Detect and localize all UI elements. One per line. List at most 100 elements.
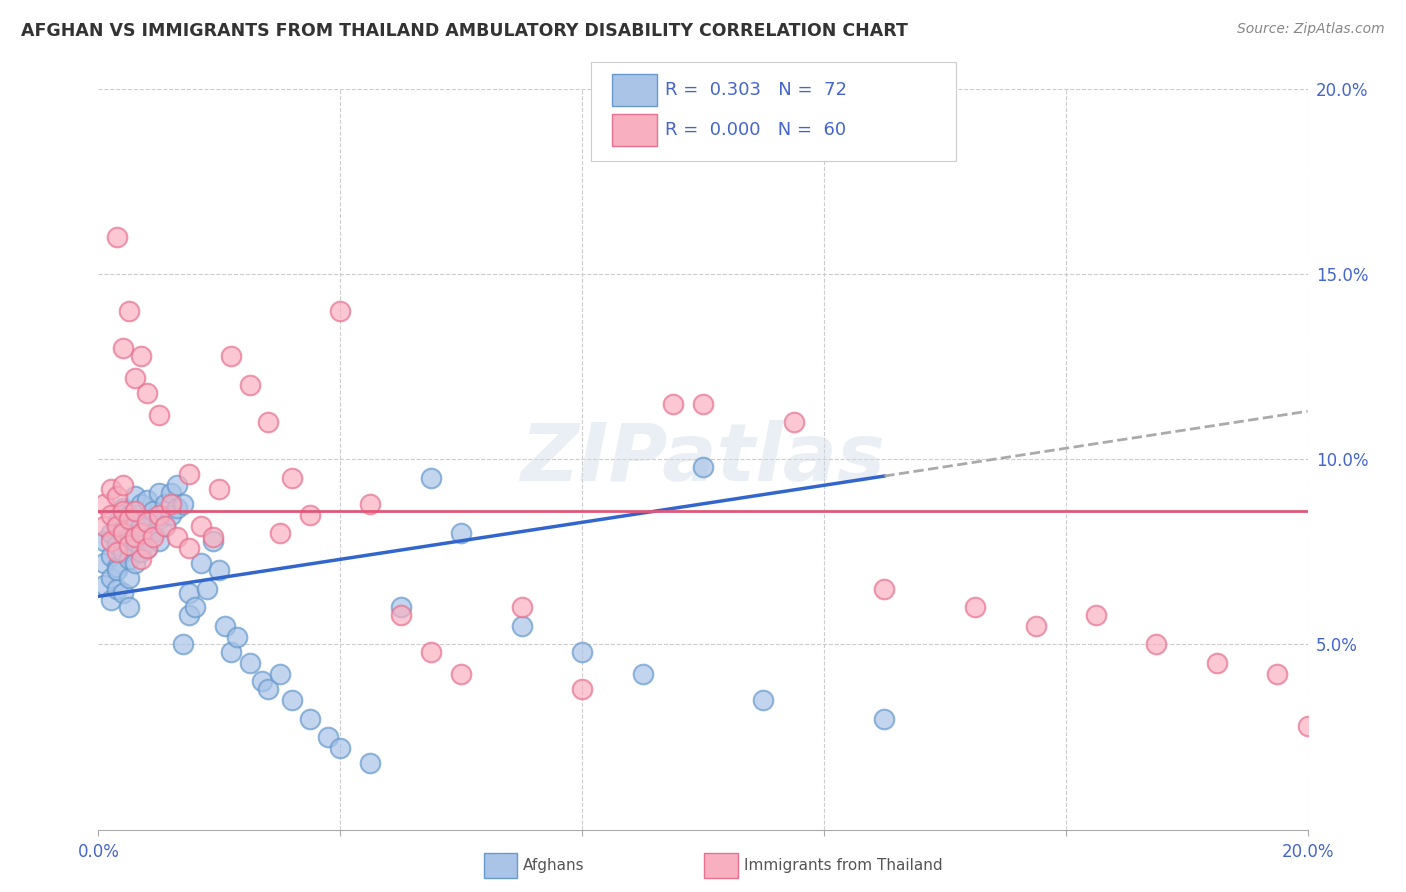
Point bbox=[105, 582, 128, 596]
Point bbox=[166, 530, 188, 544]
Point bbox=[450, 526, 472, 541]
Point bbox=[269, 526, 291, 541]
Point bbox=[129, 497, 152, 511]
Point bbox=[142, 530, 165, 544]
Point bbox=[135, 493, 157, 508]
Point bbox=[256, 415, 278, 429]
Point bbox=[571, 681, 593, 696]
Point bbox=[105, 545, 128, 559]
Point bbox=[190, 556, 212, 570]
Point bbox=[299, 508, 322, 522]
Point bbox=[142, 526, 165, 541]
Text: Afghans: Afghans bbox=[523, 858, 585, 872]
Point bbox=[239, 378, 262, 392]
Point bbox=[148, 511, 170, 525]
Point bbox=[172, 637, 194, 651]
Point bbox=[166, 478, 188, 492]
Point bbox=[148, 508, 170, 522]
Point bbox=[105, 564, 128, 578]
Point bbox=[389, 600, 412, 615]
Point bbox=[1144, 637, 1167, 651]
Point bbox=[135, 541, 157, 556]
Point bbox=[239, 656, 262, 670]
Point bbox=[111, 585, 134, 599]
Text: R =  0.303   N =  72: R = 0.303 N = 72 bbox=[665, 81, 846, 99]
Point bbox=[118, 537, 141, 551]
Point bbox=[118, 552, 141, 566]
Point bbox=[783, 415, 806, 429]
Point bbox=[105, 537, 128, 551]
Point bbox=[111, 500, 134, 515]
Point bbox=[631, 667, 654, 681]
Point bbox=[100, 482, 122, 496]
Point bbox=[269, 667, 291, 681]
Point bbox=[124, 504, 146, 518]
Point bbox=[129, 545, 152, 559]
Point bbox=[111, 341, 134, 355]
Point bbox=[281, 471, 304, 485]
Point bbox=[281, 693, 304, 707]
Point bbox=[153, 519, 176, 533]
Point bbox=[100, 533, 122, 548]
Point bbox=[93, 556, 115, 570]
Point bbox=[316, 730, 339, 744]
Point bbox=[111, 504, 134, 518]
Point bbox=[221, 349, 243, 363]
Point bbox=[148, 533, 170, 548]
Point bbox=[160, 508, 183, 522]
Point bbox=[1206, 656, 1229, 670]
Point bbox=[100, 549, 122, 563]
Point bbox=[1024, 619, 1046, 633]
Point bbox=[873, 712, 896, 726]
Point bbox=[153, 497, 176, 511]
Point bbox=[360, 756, 382, 770]
Point bbox=[100, 593, 122, 607]
Point bbox=[450, 667, 472, 681]
Point bbox=[873, 582, 896, 596]
Point bbox=[118, 600, 141, 615]
Point bbox=[118, 304, 141, 318]
Text: Source: ZipAtlas.com: Source: ZipAtlas.com bbox=[1237, 22, 1385, 37]
Point bbox=[124, 530, 146, 544]
Point bbox=[93, 519, 115, 533]
Point bbox=[135, 541, 157, 556]
Point bbox=[111, 478, 134, 492]
Point bbox=[153, 519, 176, 533]
Point bbox=[124, 533, 146, 548]
Point bbox=[195, 582, 218, 596]
Point bbox=[124, 556, 146, 570]
Point bbox=[111, 545, 134, 559]
Point bbox=[160, 497, 183, 511]
Point bbox=[166, 500, 188, 515]
Point bbox=[105, 230, 128, 244]
Point bbox=[420, 645, 443, 659]
Point bbox=[100, 571, 122, 585]
Point bbox=[179, 607, 201, 622]
Point bbox=[420, 471, 443, 485]
Point bbox=[329, 741, 352, 756]
Point bbox=[129, 349, 152, 363]
Point bbox=[179, 541, 201, 556]
Point bbox=[510, 619, 533, 633]
Point bbox=[250, 674, 273, 689]
Point bbox=[118, 508, 141, 522]
Point bbox=[1085, 607, 1108, 622]
Text: R =  0.000   N =  60: R = 0.000 N = 60 bbox=[665, 121, 846, 139]
Point bbox=[389, 607, 412, 622]
Text: ZIPatlas: ZIPatlas bbox=[520, 420, 886, 499]
Point bbox=[208, 564, 231, 578]
Point bbox=[148, 485, 170, 500]
Text: Immigrants from Thailand: Immigrants from Thailand bbox=[744, 858, 942, 872]
Point bbox=[510, 600, 533, 615]
Point bbox=[692, 459, 714, 474]
Point bbox=[135, 516, 157, 530]
Point bbox=[129, 552, 152, 566]
Point bbox=[360, 497, 382, 511]
Point bbox=[93, 533, 115, 548]
Point bbox=[129, 526, 152, 541]
Point bbox=[221, 645, 243, 659]
Point bbox=[1267, 667, 1289, 681]
Point bbox=[148, 408, 170, 422]
Point bbox=[214, 619, 236, 633]
Text: AFGHAN VS IMMIGRANTS FROM THAILAND AMBULATORY DISABILITY CORRELATION CHART: AFGHAN VS IMMIGRANTS FROM THAILAND AMBUL… bbox=[21, 22, 908, 40]
